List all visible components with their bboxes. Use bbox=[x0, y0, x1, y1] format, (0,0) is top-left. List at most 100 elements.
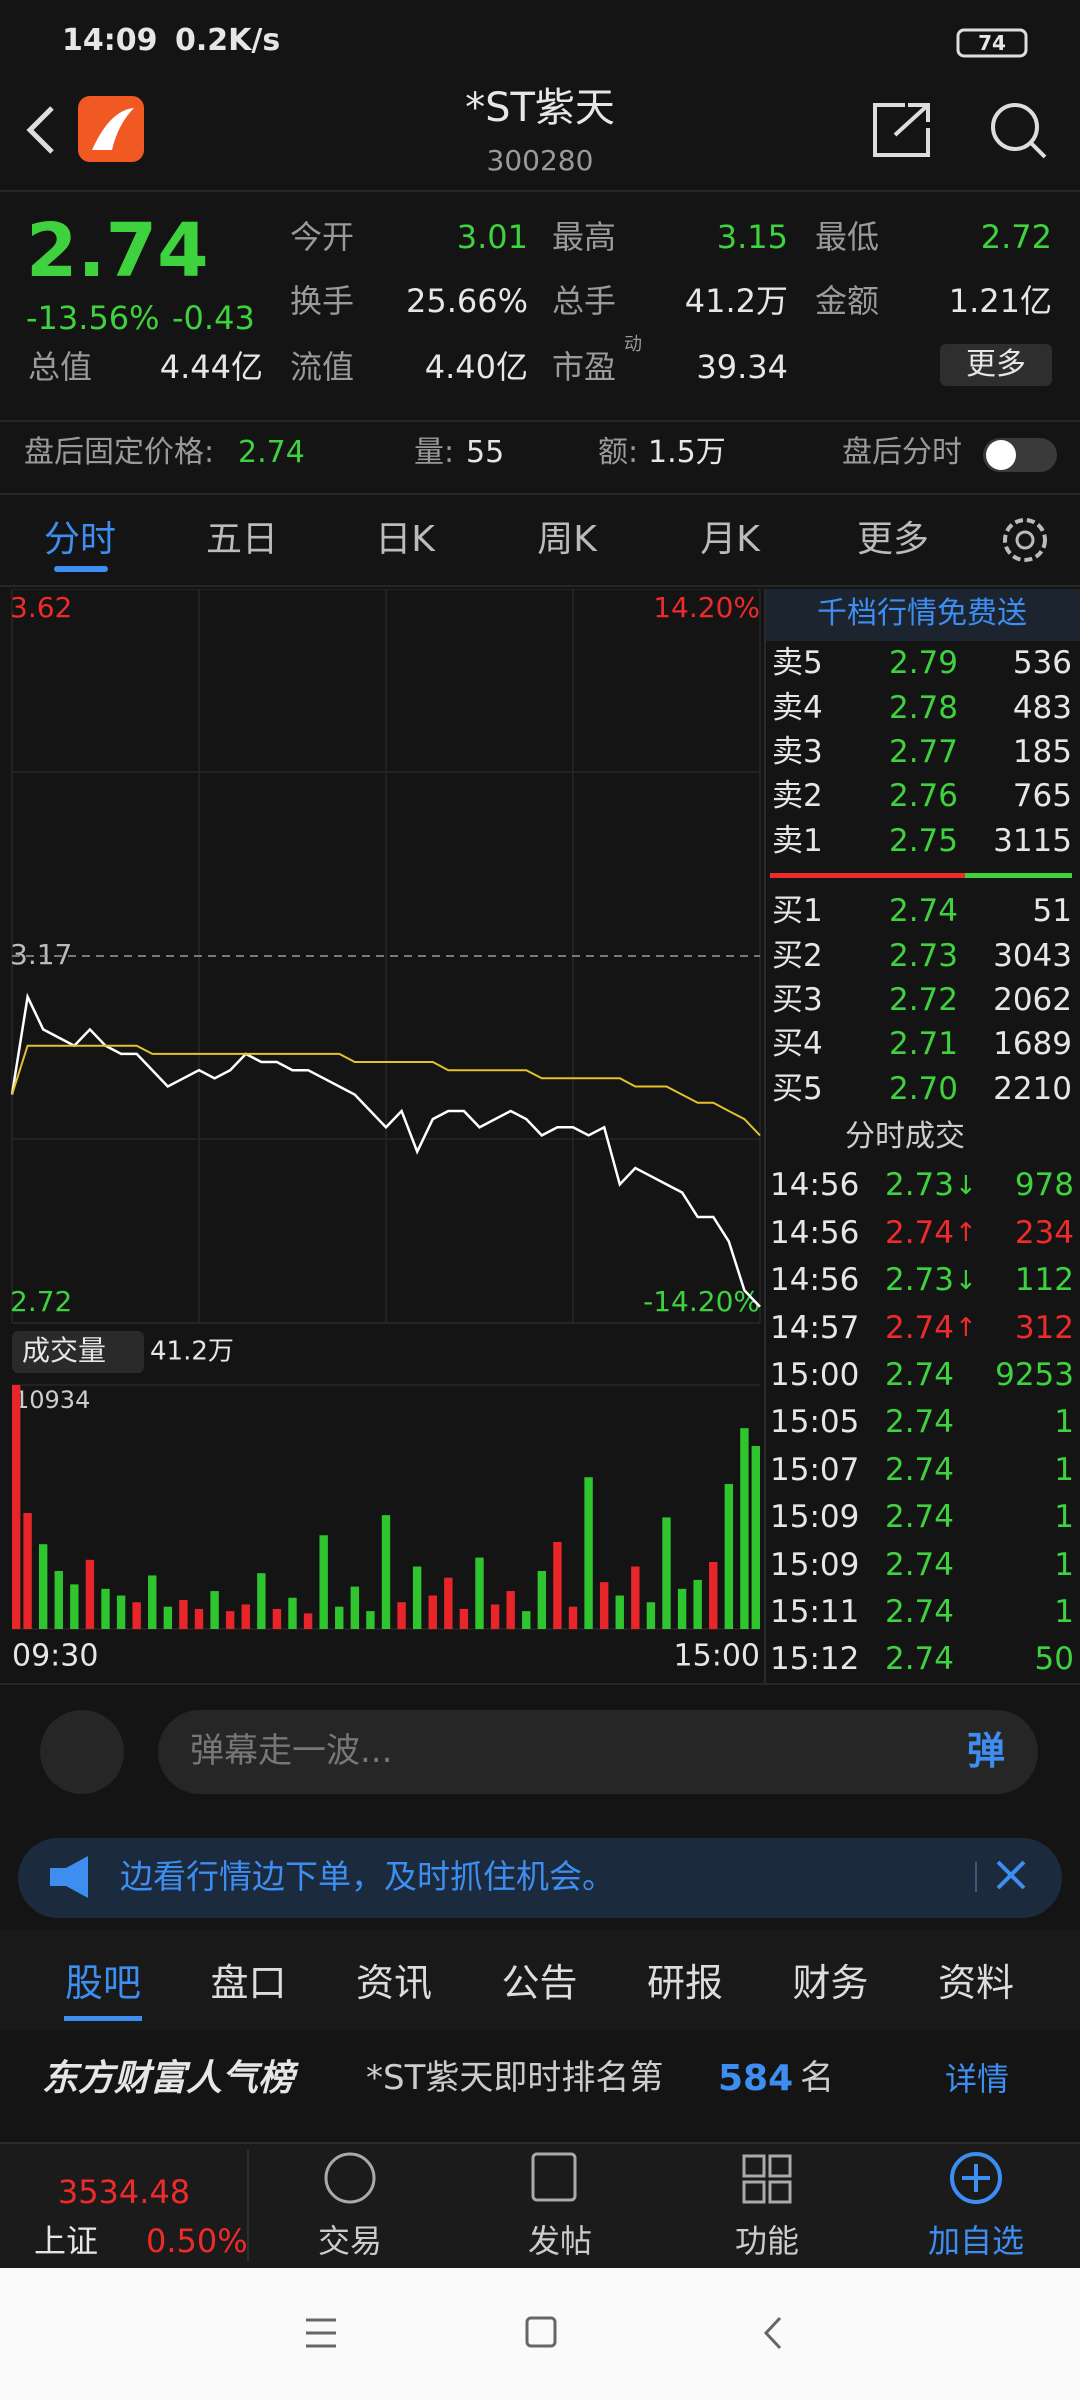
volume-bar bbox=[646, 1602, 656, 1629]
stat-value: 4.44亿 bbox=[159, 347, 263, 386]
volume-bar bbox=[225, 1611, 235, 1629]
volume-bar bbox=[740, 1428, 749, 1629]
trade-price: 2.74 bbox=[884, 1641, 954, 1678]
section-tab[interactable]: 股吧 bbox=[64, 1961, 141, 2006]
volume-bar bbox=[85, 1559, 95, 1629]
tab-bar-bg bbox=[0, 1930, 1080, 2030]
chart-tab[interactable]: 周K bbox=[537, 518, 597, 560]
close[interactable] bbox=[996, 1860, 1026, 1890]
promo-banner[interactable]: 千档行情免费送 bbox=[817, 596, 1027, 631]
divider bbox=[0, 1683, 1080, 1685]
trade-volume: 1 bbox=[1054, 1404, 1074, 1441]
y-tick-label: 2.72 bbox=[10, 1285, 72, 1318]
trade-direction: ↑ bbox=[955, 1218, 977, 1249]
ranking-link[interactable]: 详情 bbox=[945, 2059, 1010, 2098]
book-volume: 3115 bbox=[993, 822, 1072, 859]
volume-bar bbox=[101, 1588, 110, 1629]
volume-bar bbox=[506, 1591, 515, 1629]
trade-volume: 1 bbox=[1054, 1546, 1074, 1583]
book-divider bbox=[770, 873, 965, 878]
danmaku-button[interactable]: 弹 bbox=[966, 1729, 1005, 1774]
trade-price: 2.74 bbox=[884, 1214, 954, 1251]
volume-bar bbox=[709, 1562, 718, 1629]
nav-item[interactable]: 功能 bbox=[734, 2221, 799, 2260]
chart-tab[interactable]: 更多 bbox=[856, 518, 929, 560]
trade-price: 2.73 bbox=[884, 1262, 954, 1299]
volume-bar bbox=[12, 1385, 21, 1629]
after-hours-amount: 1.5万 bbox=[648, 435, 726, 470]
book-price: 2.70 bbox=[888, 1070, 958, 1107]
change-pct: -13.56% bbox=[26, 298, 160, 337]
ranking-number: 584 bbox=[718, 2057, 794, 2099]
volume-bar bbox=[584, 1477, 593, 1629]
trade-time: 15:00 bbox=[770, 1356, 860, 1393]
index-name: 上证 bbox=[34, 2221, 99, 2260]
chart-tab[interactable]: 分时 bbox=[43, 518, 116, 560]
volume-bar bbox=[444, 1577, 453, 1629]
add-icon[interactable] bbox=[950, 2152, 1002, 2204]
system-nav bbox=[0, 2268, 1080, 2400]
book-label: 买4 bbox=[772, 1026, 823, 1063]
volume-bar bbox=[163, 1606, 173, 1629]
volume-bar bbox=[724, 1483, 734, 1629]
volume-bar bbox=[303, 1613, 313, 1629]
back[interactable] bbox=[26, 106, 54, 154]
volume-selector[interactable] bbox=[12, 1331, 144, 1373]
trade-volume: 1 bbox=[1054, 1499, 1074, 1536]
book-label: 卖4 bbox=[772, 689, 823, 726]
divider bbox=[0, 493, 1080, 495]
book-volume: 51 bbox=[1032, 893, 1072, 930]
section-tab[interactable]: 公告 bbox=[501, 1961, 578, 2006]
stat-label: 市盈 bbox=[552, 347, 617, 386]
section-tab[interactable]: 资讯 bbox=[355, 1961, 432, 2006]
emoji-button[interactable] bbox=[40, 1710, 124, 1794]
volume-bar bbox=[116, 1595, 126, 1629]
trade-price: 2.74 bbox=[884, 1356, 954, 1393]
clock: 14:09 bbox=[62, 23, 158, 58]
volume-bar bbox=[459, 1608, 469, 1629]
section-tab[interactable]: 资料 bbox=[937, 1961, 1014, 2006]
trade-volume: 234 bbox=[1014, 1214, 1074, 1251]
trade-time: 14:56 bbox=[770, 1167, 860, 1204]
stock-name: *ST紫天 bbox=[465, 85, 615, 131]
notice-bg bbox=[18, 1838, 1062, 1918]
trade-volume: 112 bbox=[1014, 1262, 1074, 1299]
volume-bar bbox=[615, 1595, 624, 1629]
chart-tab[interactable]: 日K bbox=[375, 518, 435, 560]
section-tab[interactable]: 财务 bbox=[792, 1961, 869, 2006]
trade-time: 14:57 bbox=[770, 1309, 860, 1346]
stat-label: 流值 bbox=[290, 347, 355, 386]
share[interactable] bbox=[873, 103, 930, 157]
book-price: 2.79 bbox=[888, 645, 958, 682]
book-label: 买1 bbox=[772, 893, 823, 930]
volume-bar bbox=[381, 1515, 391, 1629]
y2-tick-label: 14.20% bbox=[653, 591, 760, 624]
nav-item[interactable]: 发帖 bbox=[527, 2221, 592, 2260]
book-price: 2.77 bbox=[888, 733, 958, 770]
settings[interactable] bbox=[1003, 518, 1047, 562]
battery: 74 bbox=[978, 31, 1006, 55]
volume-bar bbox=[490, 1604, 500, 1629]
section-tab[interactable]: 盘口 bbox=[210, 1961, 287, 2006]
y-tick-label: 3.17 bbox=[10, 938, 72, 971]
trade-price: 2.74 bbox=[884, 1451, 954, 1488]
book-label: 卖2 bbox=[772, 778, 823, 815]
volume-bar bbox=[751, 1446, 760, 1629]
stat-label: 总值 bbox=[28, 347, 93, 386]
search[interactable] bbox=[991, 103, 1039, 151]
divider bbox=[0, 190, 1080, 192]
section-tab[interactable]: 研报 bbox=[646, 1961, 723, 2006]
nav-item[interactable]: 交易 bbox=[317, 2221, 382, 2260]
stat-value: 3.15 bbox=[716, 217, 788, 256]
ranking-title: 东方财富人气榜 bbox=[42, 2057, 295, 2099]
chart-tab[interactable]: 五日 bbox=[205, 518, 278, 560]
after-hours-label: 量: bbox=[414, 435, 455, 470]
book-volume: 185 bbox=[1012, 733, 1072, 770]
comment-input[interactable] bbox=[158, 1710, 1038, 1794]
nav-item[interactable]: 加自选 bbox=[927, 2221, 1024, 2260]
stat-label: 金额 bbox=[815, 281, 880, 320]
more-button[interactable]: 更多 bbox=[940, 344, 1052, 386]
chart-tab[interactable]: 月K bbox=[700, 518, 760, 560]
volume-bar bbox=[428, 1595, 437, 1629]
